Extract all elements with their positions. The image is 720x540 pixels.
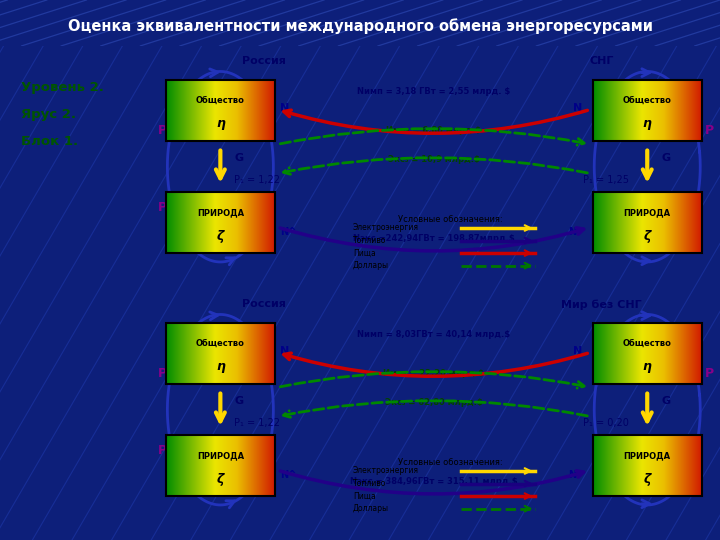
Text: Условные обозначения:: Условные обозначения:: [398, 215, 503, 225]
Text: N: N: [573, 104, 582, 113]
Text: N: N: [573, 347, 582, 356]
Text: P: P: [158, 200, 167, 213]
Text: P: P: [158, 124, 167, 137]
Text: P₁ = 1,25: P₁ = 1,25: [583, 175, 629, 185]
Text: η: η: [216, 361, 225, 374]
Text: G: G: [661, 396, 670, 406]
Bar: [593, 435, 701, 496]
FancyArrowPatch shape: [280, 372, 584, 388]
Text: P: P: [704, 124, 714, 137]
Text: P₁ = 1,22: P₁ = 1,22: [234, 418, 280, 428]
FancyArrowPatch shape: [642, 69, 649, 77]
Text: Общество: Общество: [196, 96, 245, 105]
Text: Ярус 2.: Ярус 2.: [21, 107, 76, 120]
Text: ζ: ζ: [644, 472, 651, 485]
Text: Электроэнергия: Электроэнергия: [353, 467, 419, 476]
Text: СНГ: СНГ: [589, 56, 613, 66]
FancyArrowPatch shape: [642, 312, 649, 320]
Text: Доллары: Доллары: [353, 504, 389, 513]
Text: ПРИРОДА: ПРИРОДА: [624, 451, 671, 460]
Text: ζ: ζ: [217, 230, 224, 242]
Text: G: G: [234, 153, 243, 163]
Text: P: P: [158, 443, 167, 456]
Text: Nимп = 3,18 ГВт = 2,55 млрд. $: Nимп = 3,18 ГВт = 2,55 млрд. $: [357, 87, 510, 96]
FancyArrowPatch shape: [284, 401, 588, 417]
Text: N^: N^: [568, 470, 584, 480]
Text: η: η: [643, 118, 652, 131]
Text: Общество: Общество: [196, 339, 245, 348]
Text: ζ: ζ: [644, 230, 651, 242]
Text: P₁ = 0,20: P₁ = 0,20: [583, 418, 629, 428]
Text: N: N: [280, 347, 289, 356]
Bar: [593, 80, 701, 141]
Bar: [166, 435, 275, 496]
Text: Мир без СНГ: Мир без СНГ: [561, 299, 642, 309]
Text: Общество: Общество: [623, 339, 672, 348]
FancyArrowPatch shape: [280, 129, 584, 145]
Text: Пища: Пища: [353, 248, 376, 258]
Text: η: η: [643, 361, 652, 374]
Text: Nэкс =242,94ГВт = 198,87млрд.$: Nэкс =242,94ГВт = 198,87млрд.$: [353, 234, 515, 242]
Text: ζ: ζ: [217, 472, 224, 485]
Text: N^: N^: [568, 227, 584, 237]
Text: G: G: [234, 396, 243, 406]
Bar: [166, 192, 275, 253]
FancyArrowPatch shape: [284, 353, 588, 376]
Text: Nэкс = 384,96ГВт = 315,11 млрд.$: Nэкс = 384,96ГВт = 315,11 млрд.$: [350, 477, 518, 485]
FancyArrowPatch shape: [226, 258, 235, 265]
Text: P₁ = 1,22: P₁ = 1,22: [234, 175, 280, 185]
Text: G: G: [661, 153, 670, 163]
FancyArrowPatch shape: [226, 501, 235, 508]
Text: Доллары: Доллары: [353, 261, 389, 270]
Text: Электроэнергия: Электроэнергия: [353, 224, 419, 233]
Text: Экс₅ = 10,9 млрд.$: Экс₅ = 10,9 млрд.$: [388, 155, 480, 164]
Bar: [593, 323, 701, 384]
Text: Общество: Общество: [623, 96, 672, 105]
Text: Пища: Пища: [353, 491, 376, 501]
Text: Россия: Россия: [242, 56, 286, 66]
Bar: [166, 323, 275, 384]
Text: P: P: [158, 367, 167, 380]
Text: Топливо: Топливо: [353, 236, 387, 245]
Text: P: P: [704, 367, 714, 380]
Text: Уровень 2.: Уровень 2.: [21, 80, 104, 93]
FancyArrowPatch shape: [280, 228, 584, 251]
FancyArrowPatch shape: [284, 110, 588, 133]
FancyArrowPatch shape: [284, 158, 588, 174]
Bar: [593, 192, 701, 253]
Text: Россия: Россия: [242, 299, 286, 309]
Text: Экс₅ = 62,80 млрд.$: Экс₅ = 62,80 млрд.$: [385, 398, 482, 407]
Text: ПРИРОДА: ПРИРОДА: [197, 208, 244, 217]
FancyArrowPatch shape: [642, 500, 649, 508]
Text: ПРИРОДА: ПРИРОДА: [624, 208, 671, 217]
Text: ПРИРОДА: ПРИРОДА: [197, 451, 244, 460]
FancyArrowPatch shape: [210, 312, 218, 320]
Bar: [166, 80, 275, 141]
FancyArrowPatch shape: [280, 471, 584, 494]
Text: Блок 1.: Блок 1.: [21, 134, 78, 147]
FancyArrowPatch shape: [642, 257, 649, 265]
Text: Оценка эквивалентности международного обмена энергоресурсами: Оценка эквивалентности международного об…: [68, 19, 652, 35]
Text: Имп₅ = 6,80 млрд.$: Имп₅ = 6,80 млрд.$: [387, 126, 481, 135]
Text: Имп₅ = 22,20 млрд.$: Имп₅ = 22,20 млрд.$: [383, 369, 485, 378]
Text: η: η: [216, 118, 225, 131]
Text: N^: N^: [280, 227, 297, 237]
Text: N: N: [280, 104, 289, 113]
FancyArrowPatch shape: [210, 69, 218, 77]
Text: Топливо: Топливо: [353, 479, 387, 488]
Text: N^: N^: [280, 470, 297, 480]
Text: Условные обозначения:: Условные обозначения:: [398, 458, 503, 468]
Text: Nимп = 8,03ГВт = 40,14 млрд.$: Nимп = 8,03ГВт = 40,14 млрд.$: [357, 330, 510, 339]
